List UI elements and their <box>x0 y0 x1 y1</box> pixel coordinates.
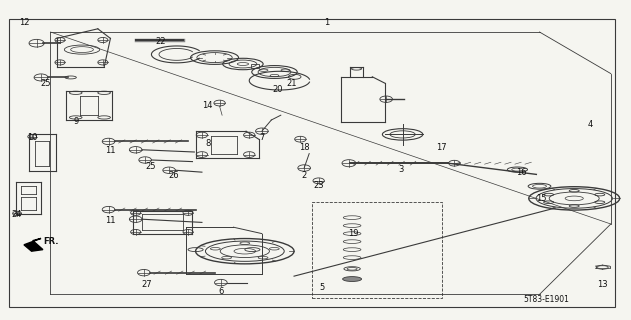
Bar <box>312 202 442 298</box>
Text: 5T83-E1901: 5T83-E1901 <box>524 295 570 304</box>
Text: 4: 4 <box>587 120 593 129</box>
Text: 10: 10 <box>28 133 38 142</box>
Text: 2: 2 <box>302 172 307 180</box>
Text: 18: 18 <box>299 143 309 152</box>
Text: 26: 26 <box>168 172 179 180</box>
Text: 1: 1 <box>324 18 329 27</box>
Text: 20: 20 <box>273 85 283 94</box>
Text: 14: 14 <box>202 101 212 110</box>
Text: FR.: FR. <box>43 237 59 246</box>
Text: 25: 25 <box>40 79 50 88</box>
Text: 16: 16 <box>516 168 526 177</box>
Text: 23: 23 <box>314 181 324 190</box>
Text: 7: 7 <box>259 133 264 142</box>
Text: 25: 25 <box>145 162 155 171</box>
Bar <box>9 19 615 307</box>
Bar <box>251 64 259 68</box>
Text: 12: 12 <box>19 18 29 27</box>
Text: 11: 11 <box>105 216 115 225</box>
Polygon shape <box>24 238 43 251</box>
Text: 15: 15 <box>536 194 546 203</box>
Text: 8: 8 <box>206 140 211 148</box>
Text: 21: 21 <box>286 79 297 88</box>
Text: 6: 6 <box>218 287 223 296</box>
Ellipse shape <box>343 276 362 282</box>
Text: 3: 3 <box>398 165 403 174</box>
Text: 19: 19 <box>348 229 358 238</box>
Text: 27: 27 <box>141 280 151 289</box>
Text: 24: 24 <box>12 210 22 219</box>
Text: 9: 9 <box>73 117 78 126</box>
Text: 22: 22 <box>156 37 166 46</box>
Text: 5: 5 <box>319 284 324 292</box>
Text: 11: 11 <box>105 146 115 155</box>
Text: 13: 13 <box>598 280 608 289</box>
Text: 17: 17 <box>437 143 447 152</box>
